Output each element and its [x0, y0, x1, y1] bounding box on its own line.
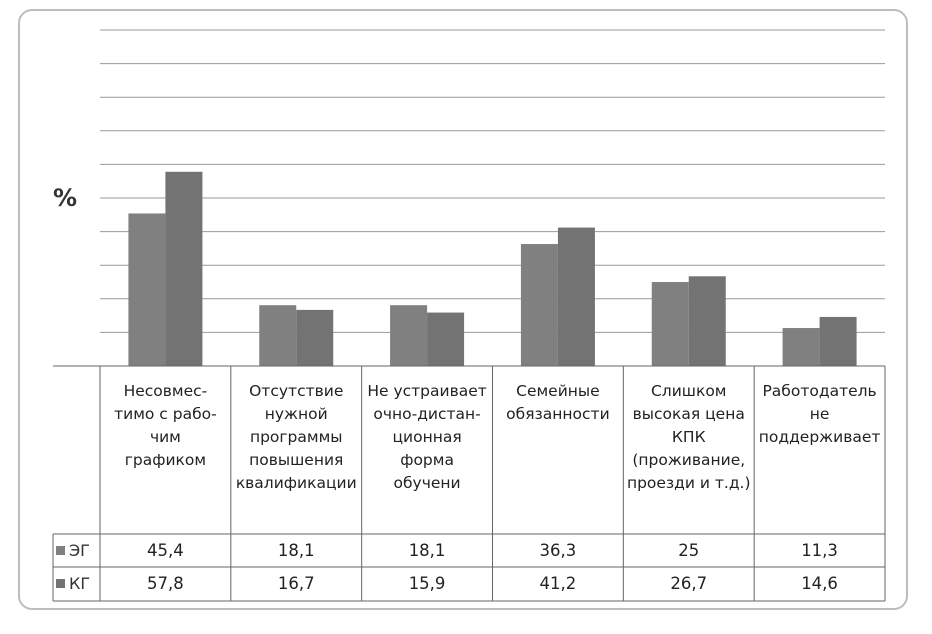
bar	[390, 305, 428, 366]
bar	[296, 309, 334, 366]
table-cell: 18,1	[277, 541, 315, 560]
category-label: Семейные обязанности	[506, 382, 610, 423]
bar	[557, 227, 595, 366]
category-label: Не устраивает очно-дистан- ционная форма…	[367, 382, 487, 492]
y-axis-label: %	[53, 184, 78, 212]
bar	[520, 244, 558, 366]
legend-label: ЭГ	[69, 541, 90, 560]
legend-swatch	[56, 546, 65, 555]
table-cell: 45,4	[147, 541, 184, 560]
table-cell: 15,9	[408, 574, 446, 593]
category-label: Работодатель не поддерживает	[758, 382, 881, 446]
bar	[782, 328, 820, 366]
legend-label: КГ	[69, 574, 91, 593]
legend-entry: ЭГ	[56, 541, 90, 560]
table-cell: 18,1	[408, 541, 446, 560]
bar	[165, 171, 203, 366]
category-label: Слишком высокая цена КПК (проживание, пр…	[626, 382, 751, 492]
category-label: Отсутствие нужной программы повышения кв…	[235, 382, 357, 492]
table-cell: 16,7	[277, 574, 315, 593]
bar	[819, 316, 857, 366]
table-cell: 25	[678, 541, 700, 560]
table-cell: 36,3	[539, 541, 577, 560]
bar	[128, 213, 166, 366]
legend-swatch	[56, 579, 65, 588]
table-cell: 41,2	[539, 574, 577, 593]
table-cell: 11,3	[801, 541, 838, 560]
bar	[427, 312, 465, 366]
table-cell: 26,7	[670, 574, 708, 593]
table-cell: 14,6	[801, 574, 838, 593]
legend-entry: КГ	[56, 574, 90, 593]
category-label: Несовмес- тимо с рабо- чим графиком	[114, 382, 217, 469]
table-cell: 57,8	[147, 574, 184, 593]
bar	[259, 305, 297, 366]
bar	[688, 276, 726, 366]
bar	[651, 282, 689, 366]
